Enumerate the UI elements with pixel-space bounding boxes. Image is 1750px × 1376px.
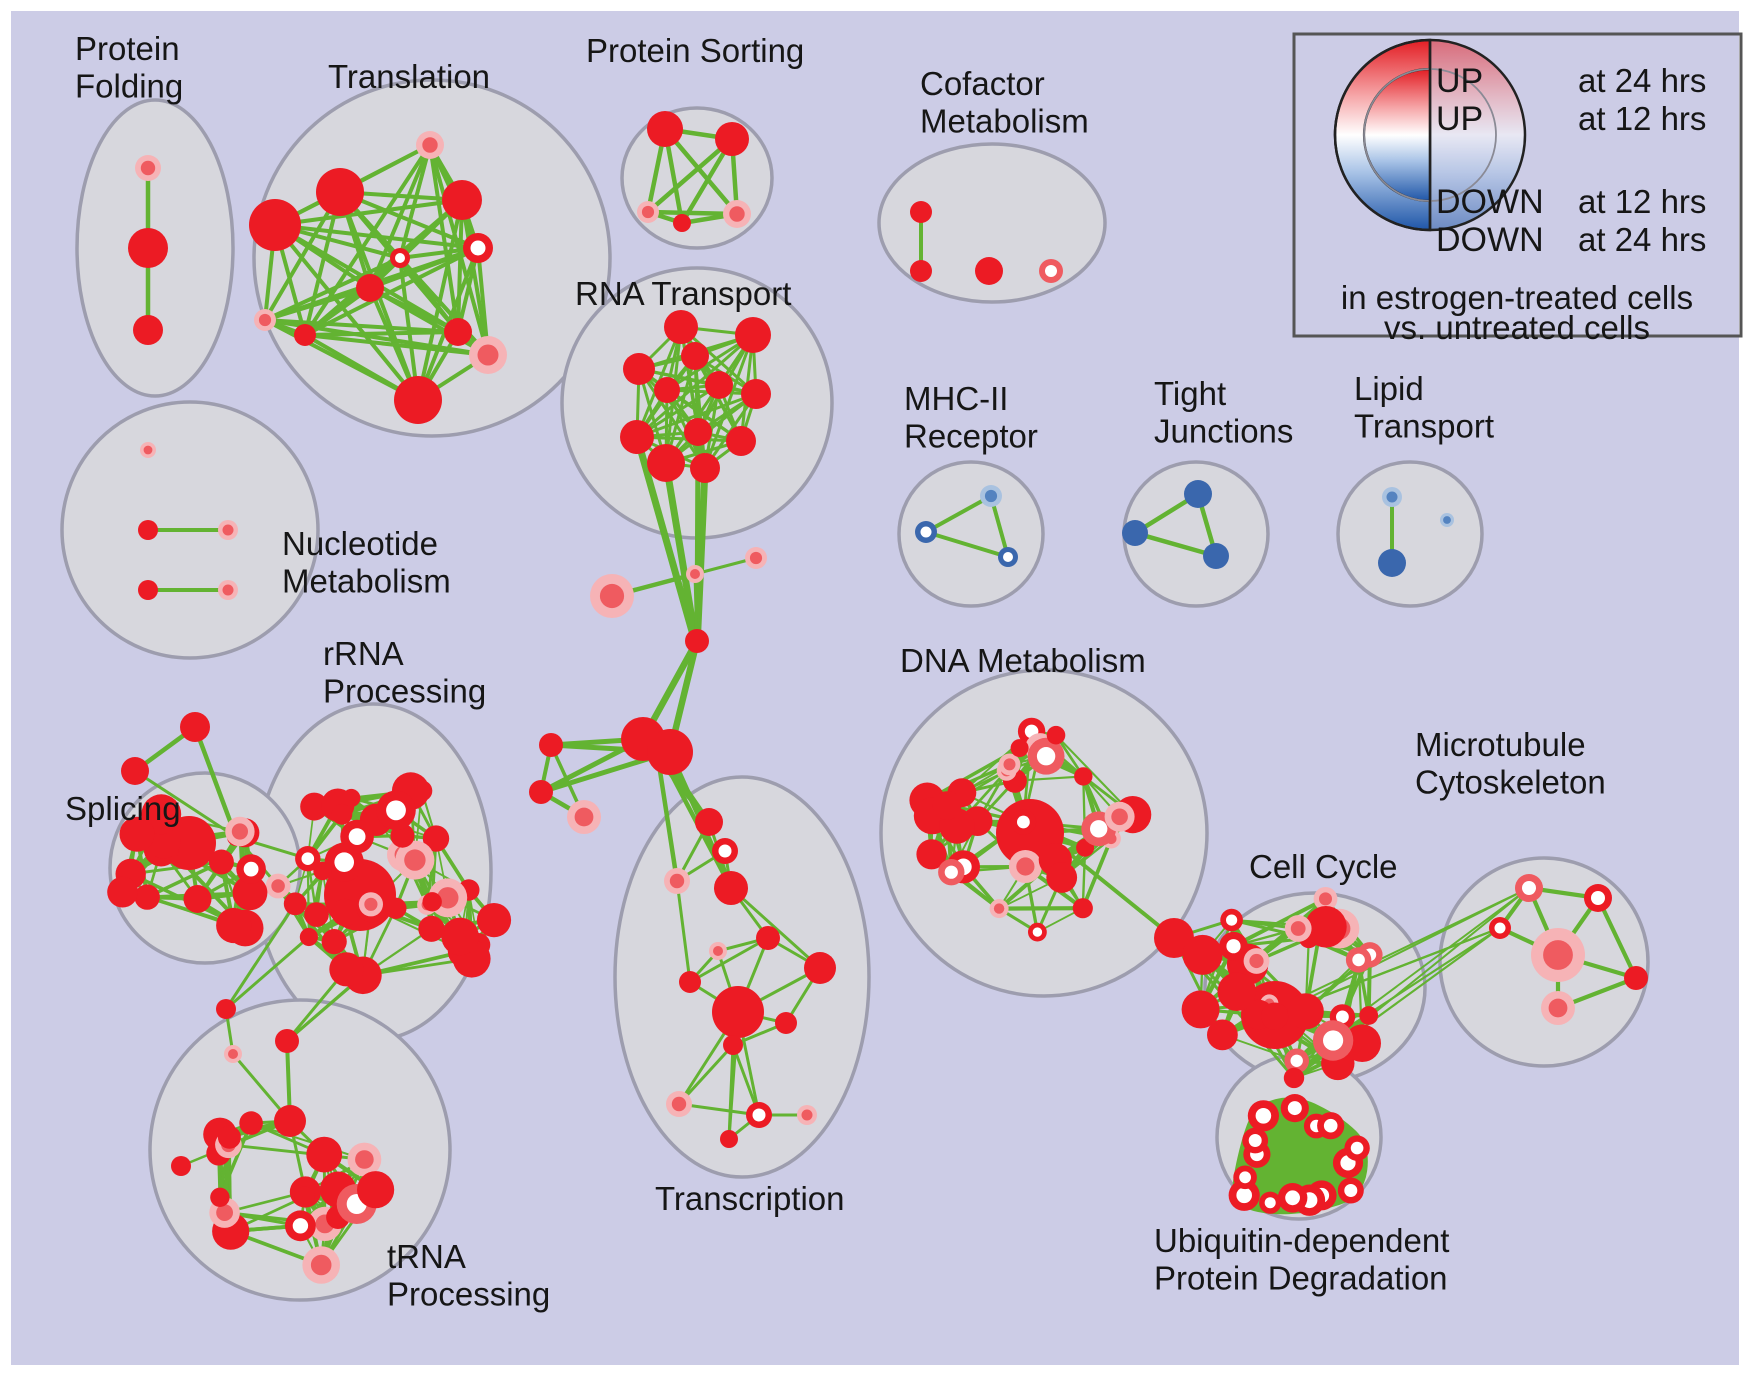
svg-text:DNA Metabolism: DNA Metabolism	[900, 642, 1146, 679]
svg-text:UP: UP	[1436, 62, 1483, 100]
svg-text:vs. untreated cells: vs. untreated cells	[1384, 309, 1650, 346]
svg-text:DOWN: DOWN	[1436, 183, 1544, 221]
svg-text:at 24 hrs: at 24 hrs	[1578, 221, 1706, 258]
svg-text:Translation: Translation	[328, 58, 490, 95]
svg-text:at 12 hrs: at 12 hrs	[1578, 183, 1706, 220]
svg-text:at 12 hrs: at 12 hrs	[1578, 100, 1706, 137]
svg-text:Transcription: Transcription	[655, 1180, 845, 1217]
svg-text:Cell Cycle: Cell Cycle	[1249, 848, 1398, 885]
svg-text:Splicing: Splicing	[65, 790, 181, 827]
svg-text:DOWN: DOWN	[1436, 221, 1544, 259]
svg-text:RNA Transport: RNA Transport	[575, 275, 791, 312]
svg-text:Protein Sorting: Protein Sorting	[586, 32, 804, 69]
svg-text:at 24 hrs: at 24 hrs	[1578, 62, 1706, 99]
svg-text:UP: UP	[1436, 100, 1483, 138]
